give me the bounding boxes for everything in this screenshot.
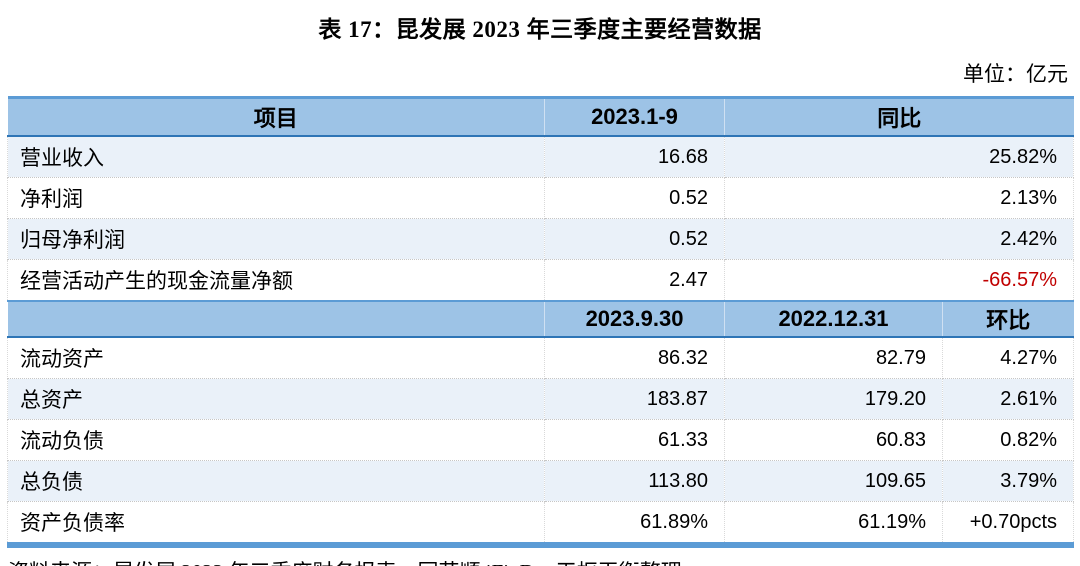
table-row: 归母净利润 0.52 2.42% bbox=[7, 218, 1075, 260]
value-cell: 113.80 bbox=[544, 460, 725, 502]
yoy-cell-negative: -66.57% bbox=[723, 259, 1075, 302]
header-item: 项目 bbox=[7, 96, 545, 137]
header-yoy: 同比 bbox=[723, 96, 1074, 137]
header-blank bbox=[7, 300, 545, 338]
row-label: 归母净利润 bbox=[7, 218, 545, 260]
value-cell: 82.79 bbox=[724, 337, 943, 379]
section2-header-row: 2023.9.30 2022.12.31 环比 bbox=[7, 300, 1074, 338]
row-label: 经营活动产生的现金流量净额 bbox=[7, 259, 545, 302]
value-cell: 61.33 bbox=[544, 419, 725, 461]
header-period-2023-1-9: 2023.1-9 bbox=[544, 96, 725, 137]
unit-note: 单位：亿元 bbox=[963, 62, 1068, 86]
row-label: 总资产 bbox=[7, 378, 545, 420]
value-cell: 60.83 bbox=[724, 419, 943, 461]
yoy-cell: 2.13% bbox=[723, 177, 1075, 219]
table-caption: 表 17：昆发展 2023 年三季度主要经营数据 bbox=[318, 17, 762, 42]
qoq-cell: 2.61% bbox=[941, 378, 1075, 420]
table-row: 营业收入 16.68 25.82% bbox=[7, 136, 1075, 178]
operating-data-table: 项目 2023.1-9 同比 营业收入 16.68 25.82% 净利润 0.5… bbox=[7, 96, 1075, 548]
section1-header-row: 项目 2023.1-9 同比 bbox=[7, 96, 1074, 137]
table-row: 总资产 183.87 179.20 2.61% bbox=[7, 378, 1075, 420]
table-row: 净利润 0.52 2.13% bbox=[7, 177, 1075, 219]
row-label: 净利润 bbox=[7, 177, 545, 219]
yoy-cell: 25.82% bbox=[723, 136, 1075, 178]
table-row: 流动负债 61.33 60.83 0.82% bbox=[7, 419, 1075, 461]
qoq-cell: 3.79% bbox=[941, 460, 1075, 502]
row-label: 流动资产 bbox=[7, 337, 545, 379]
header-date-2022-12-31: 2022.12.31 bbox=[724, 300, 943, 338]
table-row: 经营活动产生的现金流量净额 2.47 -66.57% bbox=[7, 259, 1075, 302]
row-label: 营业收入 bbox=[7, 136, 545, 178]
value-cell: 2.47 bbox=[544, 259, 725, 302]
qoq-cell: 0.82% bbox=[941, 419, 1075, 461]
header-date-2023-9-30: 2023.9.30 bbox=[544, 300, 725, 338]
row-label: 流动负债 bbox=[7, 419, 545, 461]
table-row: 总负债 113.80 109.65 3.79% bbox=[7, 460, 1075, 502]
table-row: 资产负债率 61.89% 61.19% +0.70pcts bbox=[7, 501, 1075, 545]
qoq-cell: 4.27% bbox=[941, 337, 1075, 379]
value-cell: 86.32 bbox=[544, 337, 725, 379]
data-source-note: 资料来源：昆发展 2023 年三季度财务报表，同花顺 iFinD，天枢玉衡整理。 bbox=[8, 556, 1080, 566]
value-cell: 179.20 bbox=[724, 378, 943, 420]
row-label: 总负债 bbox=[7, 460, 545, 502]
value-cell: 183.87 bbox=[544, 378, 725, 420]
value-cell: 61.19% bbox=[724, 501, 943, 545]
table-row: 流动资产 86.32 82.79 4.27% bbox=[7, 337, 1075, 379]
value-cell: 61.89% bbox=[544, 501, 725, 545]
value-cell: 0.52 bbox=[544, 177, 725, 219]
value-cell: 0.52 bbox=[544, 218, 725, 260]
qoq-cell: +0.70pcts bbox=[941, 501, 1075, 545]
header-qoq: 环比 bbox=[941, 300, 1074, 338]
row-label: 资产负债率 bbox=[7, 501, 545, 545]
yoy-cell: 2.42% bbox=[723, 218, 1075, 260]
value-cell: 16.68 bbox=[544, 136, 725, 178]
value-cell: 109.65 bbox=[724, 460, 943, 502]
